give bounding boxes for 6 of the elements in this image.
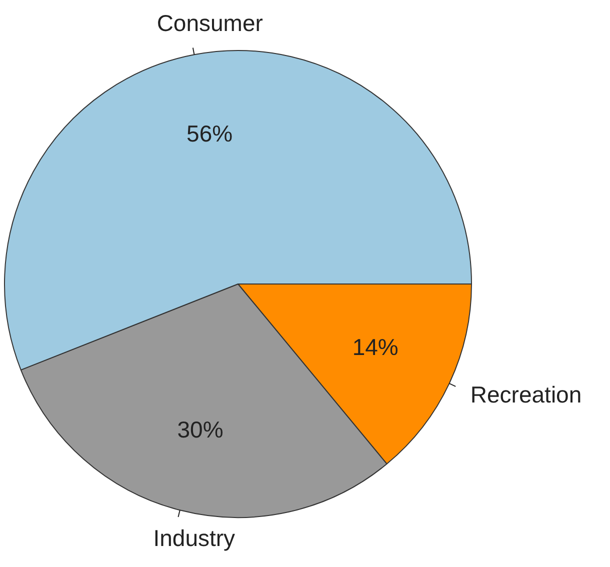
data-label: 30% — [177, 416, 224, 442]
data-label: 56% — [186, 120, 233, 146]
slice-label: Recreation — [470, 382, 582, 408]
slice-label: Industry — [153, 524, 236, 551]
data-label: 14% — [352, 334, 398, 360]
slice-label: Consumer — [156, 10, 264, 36]
